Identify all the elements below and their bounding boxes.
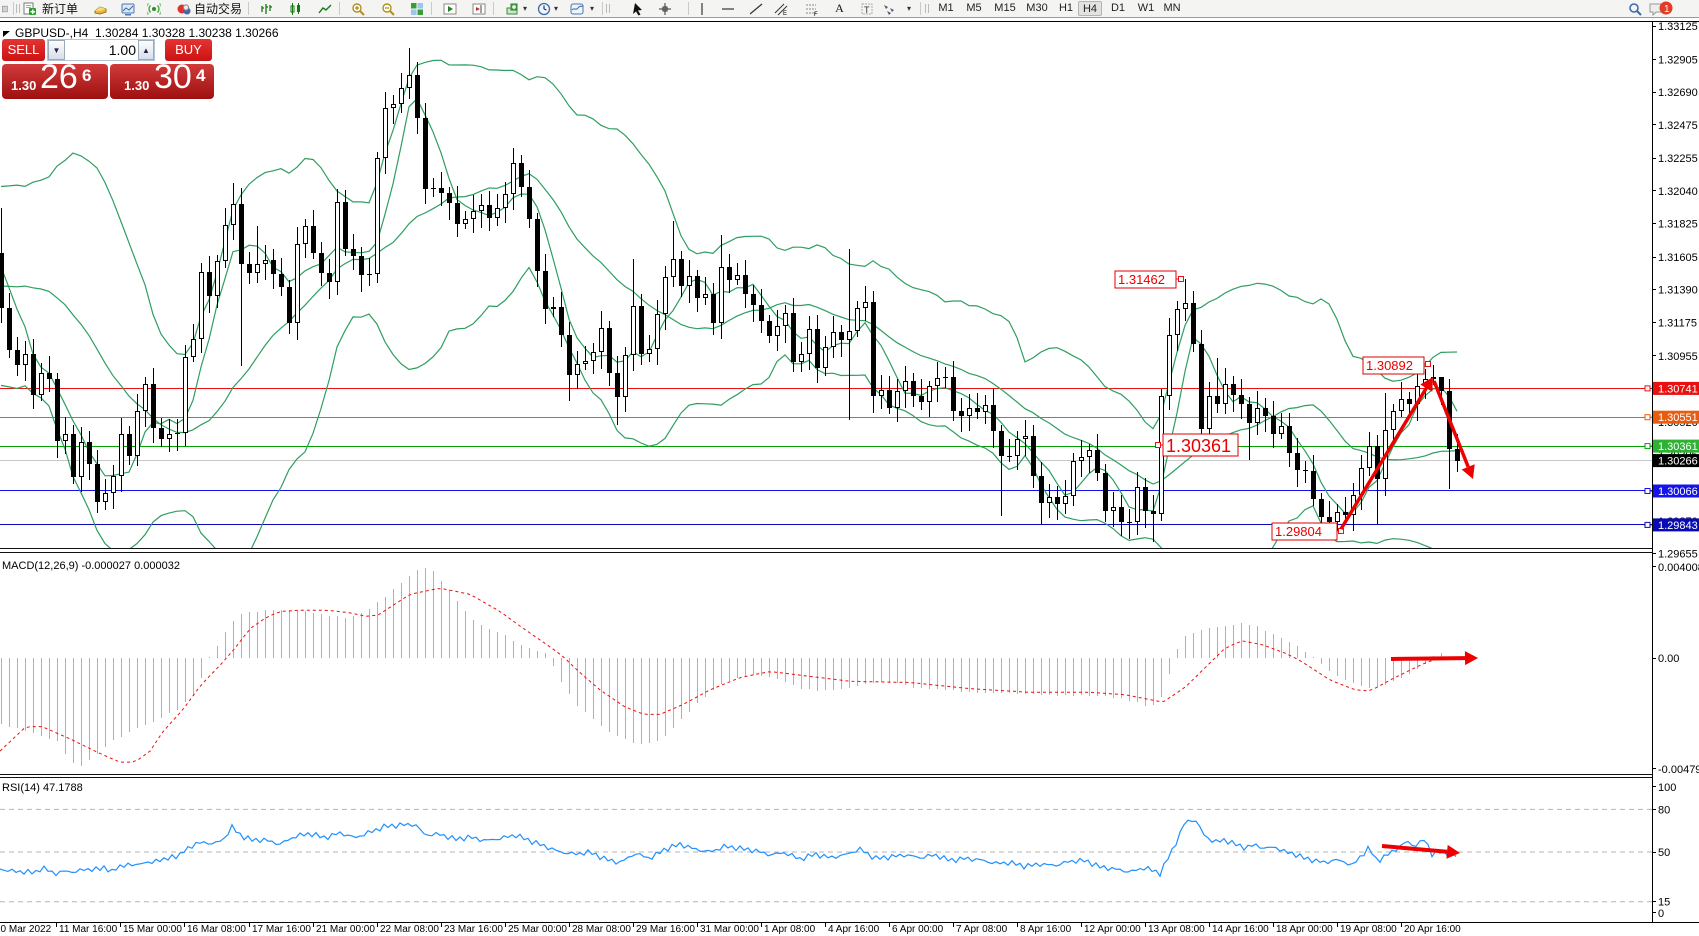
svg-text:1.31390: 1.31390 [1658,285,1698,297]
svg-text:0.00: 0.00 [1658,653,1679,665]
svg-text:1.31462: 1.31462 [1118,272,1165,287]
svg-text:10 Mar 2022: 10 Mar 2022 [0,924,52,935]
svg-text:E: E [783,11,787,16]
svg-text:1.30361: 1.30361 [1658,441,1698,453]
svg-text:1.30266: 1.30266 [1658,456,1698,468]
svg-text:0.004008: 0.004008 [1658,562,1699,574]
svg-text:29 Mar 16:00: 29 Mar 16:00 [636,924,695,935]
svg-text:7 Apr 08:00: 7 Apr 08:00 [956,924,1008,935]
svg-text:19 Apr 08:00: 19 Apr 08:00 [1340,924,1397,935]
svg-text:1.29843: 1.29843 [1658,520,1698,532]
svg-text:1.30551: 1.30551 [1658,412,1698,424]
svg-text:100: 100 [1658,782,1676,794]
svg-text:1.31175: 1.31175 [1658,317,1697,329]
svg-text:50: 50 [1658,847,1670,859]
svg-text:14 Apr 16:00: 14 Apr 16:00 [1212,924,1269,935]
svg-text:6 Apr 00:00: 6 Apr 00:00 [892,924,944,935]
svg-text:31 Mar 00:00: 31 Mar 00:00 [700,924,759,935]
svg-text:1 Apr 08:00: 1 Apr 08:00 [764,924,816,935]
svg-text:17 Mar 16:00: 17 Mar 16:00 [252,924,311,935]
svg-text:1.30892: 1.30892 [1366,358,1413,373]
svg-text:1.32040: 1.32040 [1658,186,1698,198]
svg-text:15 Mar 00:00: 15 Mar 00:00 [123,924,182,935]
svg-text:80: 80 [1658,804,1670,816]
svg-text:1.32255: 1.32255 [1658,153,1698,165]
svg-text:18 Apr 00:00: 18 Apr 00:00 [1276,924,1333,935]
svg-text:GBPUSD-,H4 1.30284 1.30328 1.: GBPUSD-,H4 1.30284 1.30328 1.30238 1.302… [15,26,279,40]
svg-text:RSI(14) 47.1788: RSI(14) 47.1788 [2,782,83,794]
svg-text:0: 0 [1658,908,1664,920]
svg-text:22 Mar 08:00: 22 Mar 08:00 [380,924,439,935]
svg-text:1.32475: 1.32475 [1658,120,1698,132]
svg-text:28 Mar 08:00: 28 Mar 08:00 [572,924,631,935]
svg-text:12 Apr 00:00: 12 Apr 00:00 [1084,924,1141,935]
svg-text:20 Apr 16:00: 20 Apr 16:00 [1404,924,1461,935]
svg-text:23 Mar 16:00: 23 Mar 16:00 [444,924,503,935]
svg-text:1.30361: 1.30361 [1166,436,1231,456]
svg-text:1.31825: 1.31825 [1658,219,1698,231]
svg-text:T: T [864,5,870,15]
svg-text:1.31605: 1.31605 [1658,252,1698,264]
svg-text:F: F [814,12,818,16]
svg-text:1.30955: 1.30955 [1658,351,1698,363]
svg-text:1.33125: 1.33125 [1658,21,1698,33]
svg-text:-0.00479: -0.00479 [1658,764,1699,776]
svg-text:16 Mar 08:00: 16 Mar 08:00 [187,924,246,935]
svg-text:13 Apr 08:00: 13 Apr 08:00 [1148,924,1205,935]
svg-text:1.32690: 1.32690 [1658,87,1698,99]
svg-text:8 Apr 16:00: 8 Apr 16:00 [1020,924,1072,935]
svg-text:1.29655: 1.29655 [1658,548,1698,560]
svg-text:1: 1 [1664,4,1670,15]
svg-text:25 Mar 00:00: 25 Mar 00:00 [508,924,567,935]
svg-text:4 Apr 16:00: 4 Apr 16:00 [828,924,880,935]
svg-text:21 Mar 00:00: 21 Mar 00:00 [316,924,375,935]
svg-text:1.30066: 1.30066 [1658,486,1698,498]
svg-text:1.32905: 1.32905 [1658,54,1698,66]
svg-text:1.30741: 1.30741 [1658,383,1698,395]
svg-text:MACD(12,26,9) -0.000027 0.0000: MACD(12,26,9) -0.000027 0.000032 [2,560,180,572]
svg-text:1.29804: 1.29804 [1275,524,1322,539]
svg-text:15: 15 [1658,897,1670,909]
svg-text:11 Mar 16:00: 11 Mar 16:00 [59,924,118,935]
